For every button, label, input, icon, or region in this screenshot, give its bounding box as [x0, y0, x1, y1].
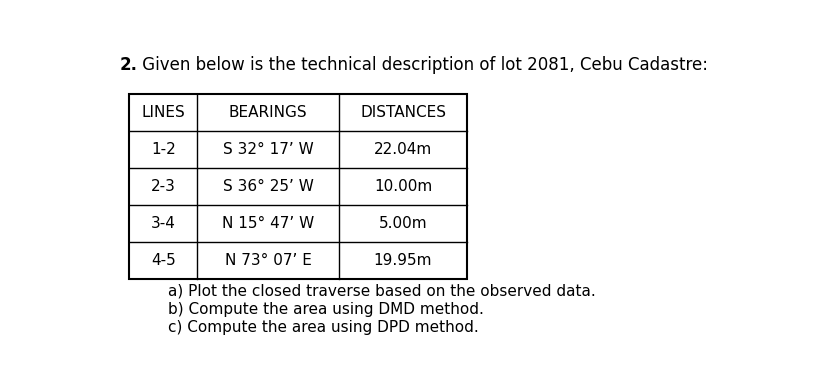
- Text: 5.00m: 5.00m: [378, 216, 427, 231]
- Text: DISTANCES: DISTANCES: [360, 105, 446, 120]
- Text: BEARINGS: BEARINGS: [228, 105, 307, 120]
- Text: N 73° 07’ E: N 73° 07’ E: [224, 253, 311, 268]
- Text: N 15° 47’ W: N 15° 47’ W: [222, 216, 314, 231]
- Text: 19.95m: 19.95m: [374, 253, 432, 268]
- Text: 10.00m: 10.00m: [374, 179, 432, 194]
- Text: LINES: LINES: [141, 105, 185, 120]
- Text: 2.: 2.: [120, 56, 138, 74]
- Text: b) Compute the area using DMD method.: b) Compute the area using DMD method.: [168, 302, 484, 317]
- Text: S 32° 17’ W: S 32° 17’ W: [222, 142, 313, 157]
- Text: S 36° 25’ W: S 36° 25’ W: [222, 179, 314, 194]
- Text: 3-4: 3-4: [151, 216, 176, 231]
- Text: 2-3: 2-3: [151, 179, 176, 194]
- Text: Given below is the technical description of lot 2081, Cebu Cadastre:: Given below is the technical description…: [137, 56, 708, 74]
- Text: c) Compute the area using DPD method.: c) Compute the area using DPD method.: [168, 320, 479, 335]
- Text: 1-2: 1-2: [151, 142, 176, 157]
- Text: 4-5: 4-5: [151, 253, 176, 268]
- Text: 22.04m: 22.04m: [374, 142, 432, 157]
- Text: a) Plot the closed traverse based on the observed data.: a) Plot the closed traverse based on the…: [168, 283, 596, 298]
